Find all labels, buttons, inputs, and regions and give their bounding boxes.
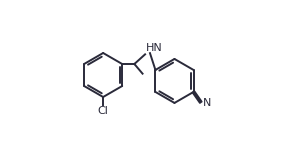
Text: N: N <box>203 98 211 108</box>
Text: HN: HN <box>146 43 162 52</box>
Text: Cl: Cl <box>98 106 109 116</box>
